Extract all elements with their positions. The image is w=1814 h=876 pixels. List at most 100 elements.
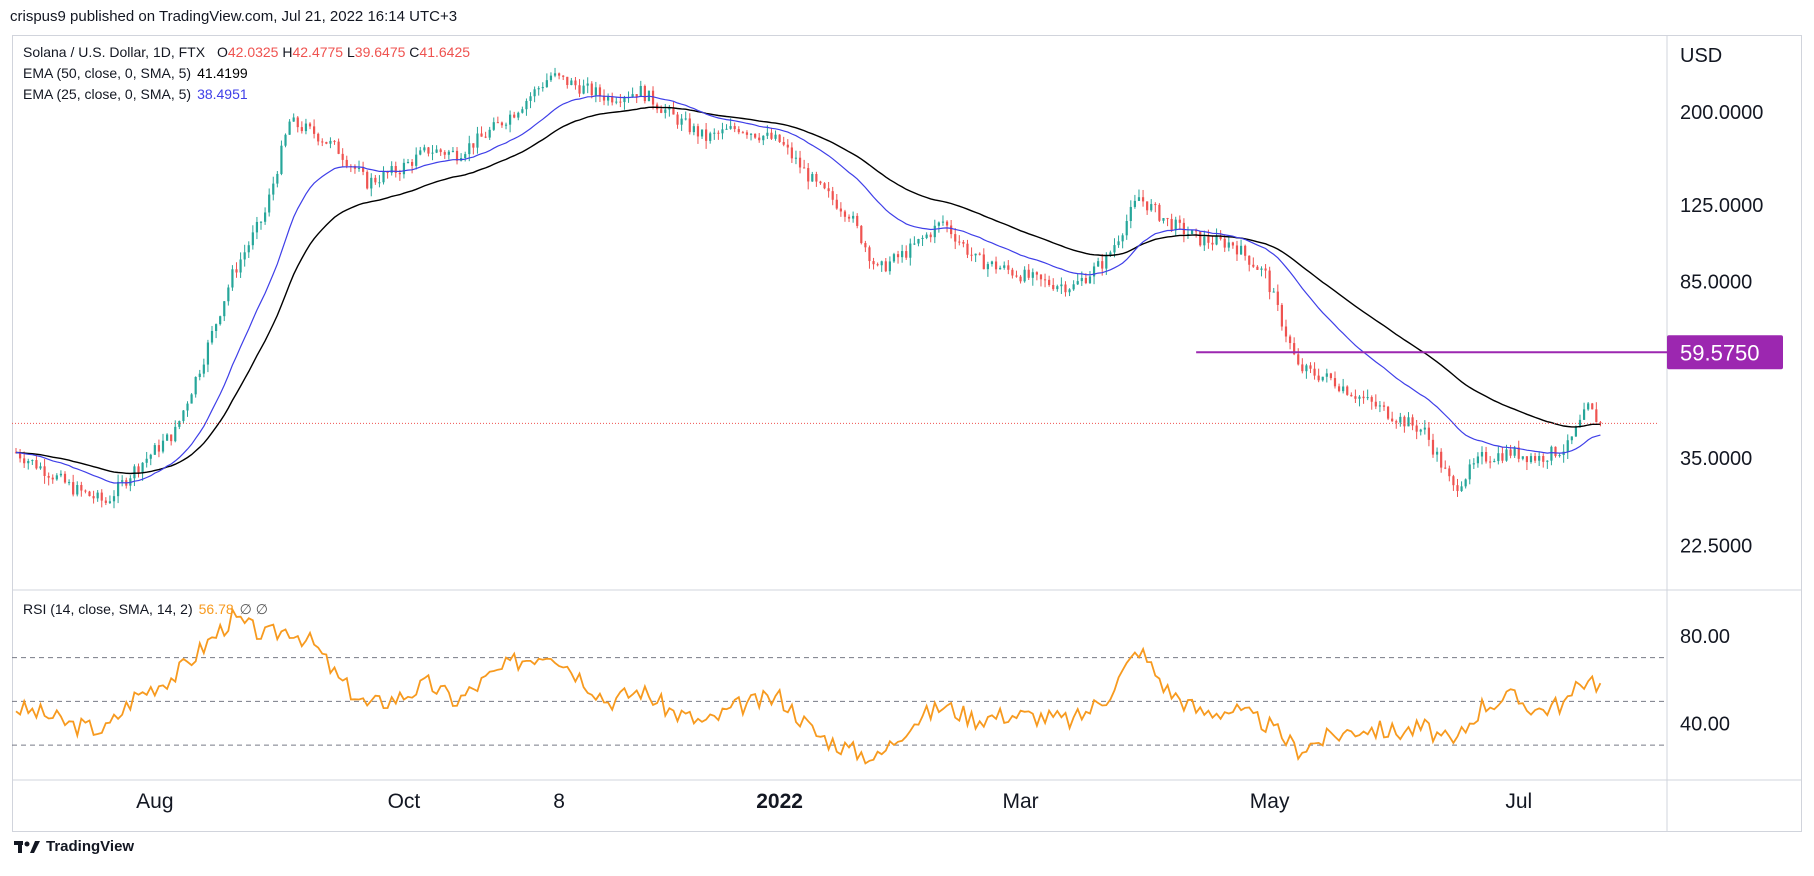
price-pane: [12, 67, 1667, 509]
candle-body: [1305, 365, 1308, 372]
candle-body: [80, 484, 83, 491]
candle-body: [317, 133, 320, 142]
candle-body: [1031, 272, 1034, 278]
candle-body: [345, 159, 348, 166]
price-tick-label: 85.0000: [1680, 272, 1752, 294]
candle-body: [950, 225, 953, 235]
candle-body: [1489, 461, 1492, 463]
grid-layer: [12, 35, 1802, 832]
candle-body: [590, 83, 593, 96]
candle-body: [1403, 416, 1406, 427]
rsi-pane: [12, 606, 1665, 765]
candle-body: [660, 109, 663, 113]
candle-body: [860, 225, 863, 244]
candle-body: [419, 150, 422, 155]
candle-body: [1370, 397, 1373, 402]
candle-body: [1154, 204, 1157, 206]
candle-body: [553, 73, 557, 76]
candle-body: [1309, 365, 1312, 369]
candle-body: [341, 153, 344, 160]
candle-body: [1248, 255, 1251, 265]
candle-body: [1207, 236, 1210, 243]
candle-body: [1407, 417, 1410, 427]
candle-body: [574, 80, 577, 86]
candle-body: [770, 132, 773, 139]
candle-body: [1068, 289, 1071, 293]
candle-body: [1435, 451, 1439, 455]
candle-body: [153, 445, 156, 455]
time-axis: Aug Oct 8 2022 Mar May Jul: [136, 790, 1532, 813]
footer-brand[interactable]: TradingView: [14, 838, 134, 855]
candle-body: [308, 123, 312, 127]
candle-body: [558, 73, 561, 76]
candle-body: [1043, 279, 1047, 281]
candle-body: [966, 243, 969, 255]
candle-body: [1133, 200, 1136, 207]
candle-body: [386, 171, 389, 173]
candle-body: [725, 128, 728, 130]
candle-body: [1056, 286, 1059, 290]
candle-body: [1084, 277, 1087, 284]
candle-body: [476, 133, 479, 148]
candle-body: [382, 171, 385, 183]
time-tick-label: Oct: [388, 790, 421, 813]
candle-body: [521, 109, 524, 113]
candle-body: [1264, 268, 1267, 271]
candle-body: [1052, 285, 1055, 290]
candle-body: [288, 121, 291, 135]
candle-body: [1566, 440, 1569, 452]
candle-body: [1105, 255, 1108, 269]
candle-body: [423, 147, 426, 151]
candle-body: [1599, 422, 1602, 424]
candle-body: [643, 86, 646, 102]
candle-body: [1391, 418, 1394, 422]
candle-body: [1501, 453, 1504, 461]
support-level-badge: [1667, 335, 1783, 370]
candle-body: [1366, 397, 1369, 399]
candle-body: [1060, 284, 1063, 287]
candle-body: [227, 287, 230, 302]
candle-body: [794, 157, 798, 159]
candle-body: [827, 188, 830, 192]
candle-body: [178, 420, 181, 427]
ema25-label: EMA (25, close, 0, SMA, 5): [23, 86, 192, 102]
rsi-line: [15, 606, 1602, 765]
candle-body: [856, 215, 859, 226]
candle-body: [509, 114, 512, 125]
candle-body: [23, 458, 26, 464]
candle-body: [803, 167, 806, 169]
candle-body: [1129, 206, 1132, 222]
ema50-label: EMA (50, close, 0, SMA, 5): [23, 65, 192, 81]
high-value: 42.4775: [292, 44, 344, 60]
candle-body: [1464, 479, 1467, 487]
candle-body: [1525, 456, 1529, 463]
candle-body: [611, 96, 614, 103]
candle-body: [954, 234, 957, 242]
price-tick-label: 35.0000: [1680, 448, 1752, 470]
candle-body: [619, 101, 622, 103]
candle-body: [1235, 245, 1239, 255]
candle-body: [239, 259, 242, 273]
candle-body: [1472, 463, 1475, 465]
candle-body: [578, 85, 581, 94]
candle-body: [427, 147, 430, 154]
candle-body: [1223, 238, 1226, 248]
candle-body: [762, 135, 765, 141]
candle-body: [406, 161, 410, 163]
candle-body: [1035, 272, 1038, 275]
candle-body: [1195, 230, 1198, 232]
price-tick-label: 200.0000: [1680, 102, 1763, 124]
candle-body: [1587, 403, 1590, 410]
candle-body: [570, 80, 573, 86]
candle-body: [443, 152, 446, 155]
tradingview-logo-icon: [14, 840, 40, 853]
candle-body: [455, 150, 459, 161]
candle-body: [276, 173, 279, 184]
candle-body: [366, 171, 369, 189]
candle-body: [545, 80, 548, 88]
candle-body: [541, 87, 544, 89]
candle-body: [1162, 218, 1165, 221]
candle-body: [464, 154, 467, 158]
candle-body: [1076, 281, 1079, 285]
